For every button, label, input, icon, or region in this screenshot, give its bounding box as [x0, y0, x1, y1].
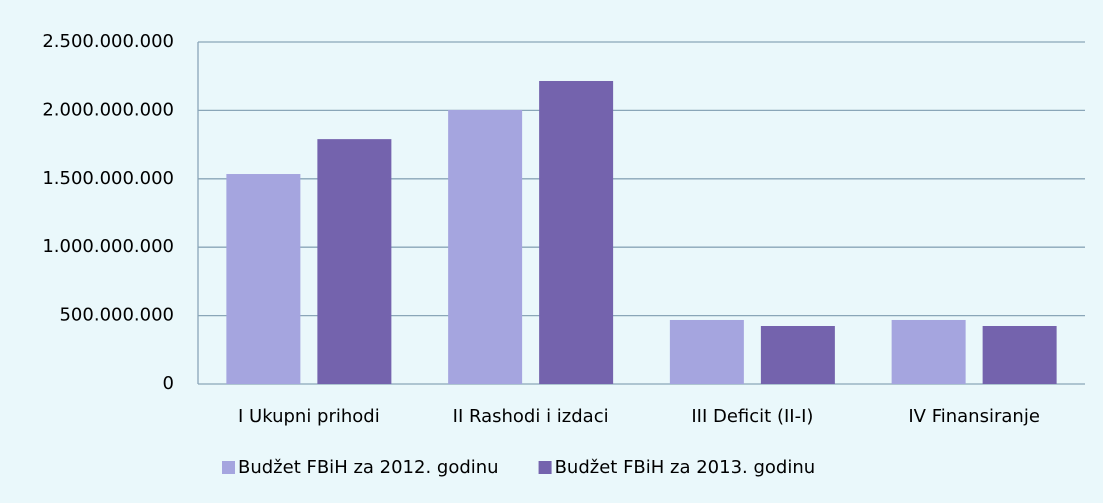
y-tick-label: 1.500.000.000: [42, 168, 174, 189]
x-tick-label: I Ukupni prihodi: [238, 406, 380, 427]
x-tick-label: II Rashodi i izdaci: [453, 406, 609, 427]
y-tick-label: 0: [163, 373, 174, 394]
x-tick-label: III Deficit (II-I): [691, 406, 813, 427]
x-tick-label: IV Finansiranje: [908, 406, 1040, 427]
bar: [669, 319, 744, 384]
legend-label: Budžet FBiH za 2012. godinu: [238, 457, 499, 478]
bar: [982, 325, 1057, 384]
bar: [448, 109, 523, 385]
y-tick-label: 500.000.000: [59, 305, 174, 326]
bar: [539, 80, 614, 384]
legend-swatch: [222, 461, 235, 474]
legend-swatch: [538, 461, 552, 474]
bar: [760, 325, 835, 384]
y-tick-label: 2.000.000.000: [42, 99, 174, 120]
y-tick-label: 1.000.000.000: [42, 236, 174, 257]
bar: [226, 174, 301, 384]
bar: [317, 139, 392, 384]
legend-label: Budžet FBiH za 2013. godinu: [555, 457, 816, 478]
y-tick-label: 2.500.000.000: [42, 31, 174, 52]
bar: [891, 319, 966, 384]
